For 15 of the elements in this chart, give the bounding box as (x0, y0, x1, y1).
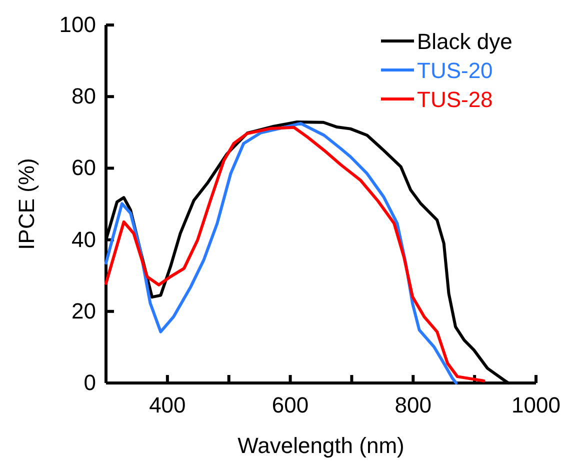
x-tick-label: 1000 (512, 392, 560, 418)
y-tick-label: 40 (72, 226, 96, 252)
x-axis-title: Wavelength (nm) (238, 433, 404, 458)
y-tick-label: 100 (59, 12, 96, 38)
legend-label: Black dye (417, 29, 512, 54)
legend-label: TUS-28 (417, 87, 493, 112)
y-tick-label: 60 (72, 155, 96, 180)
legend-label: TUS-20 (417, 58, 493, 83)
x-tick-label: 800 (394, 392, 432, 418)
x-tick-label: 600 (272, 392, 309, 418)
y-tick-label: 80 (72, 84, 96, 109)
x-tick-label: 400 (149, 392, 186, 418)
y-tick-label: 0 (84, 370, 96, 396)
y-tick-label: 20 (72, 298, 96, 324)
y-axis-title: IPCE (%) (14, 158, 39, 250)
